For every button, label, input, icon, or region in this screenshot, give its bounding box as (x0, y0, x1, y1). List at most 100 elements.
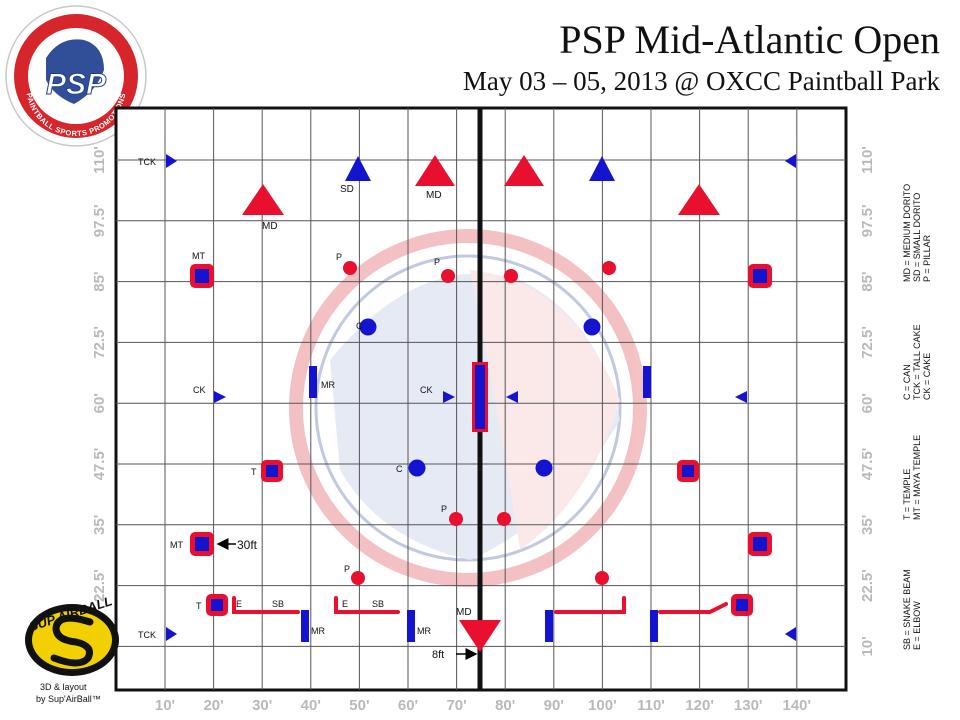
md-label: MD (262, 221, 278, 232)
y-tick-label: 97.5' (859, 204, 876, 237)
legend-entry: MT = MAYA TEMPLE (912, 435, 922, 520)
legend-entry: MD = MEDIUM DORITO (902, 184, 912, 282)
y-tick-label: 47.5' (859, 448, 876, 481)
snake-beam-with-elbow (554, 596, 626, 614)
mt-label: MT (170, 540, 183, 550)
medium-dorito-bunker (415, 155, 455, 186)
medium-dorito-bunker (504, 155, 544, 186)
y-tick-label: 72.5' (859, 326, 876, 359)
snake-beam-with-elbow (334, 596, 400, 614)
x-tick-label: 30' (252, 697, 272, 714)
tck-bunker (166, 627, 177, 641)
psp-logo-letters: PSP (46, 68, 107, 101)
y-tick-label: 47.5' (91, 448, 108, 481)
legend-entry: C = CAN (902, 364, 912, 400)
c-label: C (396, 464, 403, 474)
y-axis-ticks-left: 10'22.5'35'47.5'60'72.5'85'97.5'110' (91, 146, 108, 656)
legend-entry: E = ELBOW (912, 601, 922, 650)
medium-dorito-bunker (459, 620, 501, 652)
mr-label: MR (311, 626, 325, 636)
p-label: P (441, 504, 447, 514)
pillar-bunker (504, 269, 518, 283)
tck-label: TCK (138, 630, 156, 640)
snake-beam-bunkers (232, 596, 728, 614)
sd-label: SD (340, 184, 354, 195)
t-label: T (196, 601, 202, 611)
legend-entry: CK = CAKE (922, 353, 932, 400)
x-tick-label: 60' (398, 697, 418, 714)
x-tick-label: 90' (544, 697, 564, 714)
maya-temple-bunker (748, 532, 772, 556)
mini-rectangle-bunker (650, 610, 658, 642)
tck-bunker (166, 154, 177, 168)
p-label: P (336, 252, 342, 262)
pillar-bunker (351, 571, 365, 585)
c-label: C (356, 321, 363, 331)
pillar-bunker (449, 512, 463, 526)
mini-rectangle-bunker (301, 610, 309, 642)
t-label: T (251, 467, 257, 477)
y-tick-label: 85' (859, 271, 876, 291)
x-tick-label: 70' (446, 697, 466, 714)
temple-bunker (677, 460, 699, 482)
md-label: MD (456, 607, 472, 618)
y-tick-label: 110' (91, 146, 108, 174)
x-axis-ticks: 10' 20' 30' 40' 50' 60' 70' 80' 90' 100' 110' 120' 1… (155, 697, 811, 714)
mini-rectangle-bunker (643, 366, 651, 398)
snake-beam-with-elbow (232, 596, 300, 614)
can-bunker (535, 459, 553, 477)
medium-dorito-bunker (242, 184, 284, 215)
temple-bunker (261, 460, 283, 482)
dimension-label-8ft: 8ft (432, 649, 444, 661)
cake-bunker (443, 391, 455, 403)
md-label: MD (426, 190, 442, 201)
mini-rectangle-bunker (309, 366, 317, 398)
maya-temple-bunker (190, 532, 214, 556)
can-bunker (583, 318, 601, 336)
psp-logo: PSP PAINTBALL SPORTS PROMOTIONS (5, 5, 147, 147)
x-tick-label: 80' (495, 697, 515, 714)
y-axis-ticks-right: 10' 22.5' 35' 47.5' 60' 72.5' 85' 97.5' 110' (859, 146, 876, 656)
e-label: E (342, 599, 348, 609)
p-label: P (344, 564, 350, 574)
small-dorito-bunker (345, 156, 371, 181)
pillar-bunker (343, 261, 357, 275)
can-bunker (359, 318, 377, 336)
y-tick-label: 60' (859, 393, 876, 413)
brand-credit-line1: 3D & layout (40, 682, 87, 692)
supairball-logo: SUP AIRBALL 3D & layout by Sup'AirBall™ (25, 593, 119, 704)
legend-entry: P = PILLAR (922, 234, 932, 282)
p-label: P (434, 257, 440, 267)
center-wall-bunker (472, 362, 488, 432)
pillar-bunker (497, 512, 511, 526)
mr-label: MR (321, 380, 335, 390)
x-tick-label: 10' (155, 697, 175, 714)
y-tick-label: 110' (859, 146, 876, 174)
e-label: E (236, 599, 242, 609)
y-tick-label: 97.5' (91, 204, 108, 237)
medium-dorito-bunker (678, 184, 720, 215)
maya-temple-bunker (748, 264, 772, 288)
y-tick-label: 10' (859, 636, 876, 656)
y-tick-label: 35' (91, 515, 108, 535)
ck-label: CK (420, 385, 433, 395)
x-tick-label: 100' (588, 697, 617, 714)
dimension-label-30ft: 30ft (237, 538, 258, 552)
x-tick-label: 130' (734, 697, 763, 714)
x-tick-label: 140' (783, 697, 812, 714)
tck-bunker (785, 627, 796, 641)
psp-watermark (289, 229, 647, 587)
cake-bunker (735, 391, 747, 403)
tck-bunker (785, 154, 796, 168)
mt-label: MT (192, 251, 205, 261)
y-tick-label: 85' (91, 271, 108, 291)
tck-label: TCK (138, 157, 156, 167)
y-tick-label: 22.5' (859, 569, 876, 602)
sb-label: SB (272, 599, 284, 609)
mini-rectangle-bunker (407, 610, 415, 642)
y-tick-label: 60' (91, 393, 108, 413)
cake-bunker (506, 391, 518, 403)
legend-entry: SB = SNAKE BEAM (902, 569, 912, 650)
pillar-bunker (595, 571, 609, 585)
